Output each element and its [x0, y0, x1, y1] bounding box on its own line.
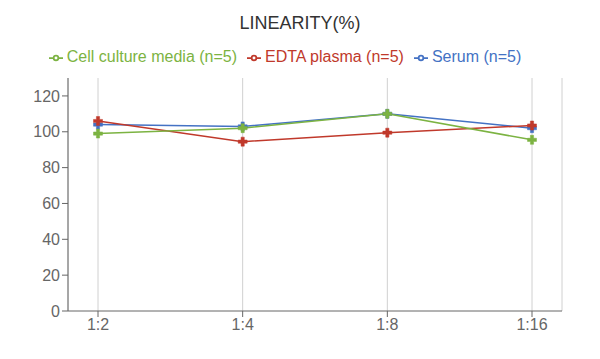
svg-text:1:8: 1:8	[376, 316, 398, 333]
html-text:Serum (n=5): Serum (n=5)	[431, 48, 522, 65]
svg-text:80: 80	[42, 159, 60, 176]
svg-text:0: 0	[51, 303, 60, 320]
svg-text:20: 20	[42, 267, 60, 284]
svg-text:1:4: 1:4	[232, 316, 254, 333]
html-text:LINEARITY(%): LINEARITY(%)	[239, 13, 361, 33]
html-text:Cell culture media (n=5): Cell culture media (n=5)	[66, 48, 237, 65]
svg-text:100: 100	[33, 123, 60, 140]
svg-text:1:2: 1:2	[87, 316, 109, 333]
html-text:EDTA plasma (n=5): EDTA plasma (n=5)	[265, 48, 404, 65]
svg-text:1:16: 1:16	[516, 316, 547, 333]
svg-text:60: 60	[42, 195, 60, 212]
svg-text:40: 40	[42, 231, 60, 248]
svg-text:120: 120	[33, 88, 60, 105]
